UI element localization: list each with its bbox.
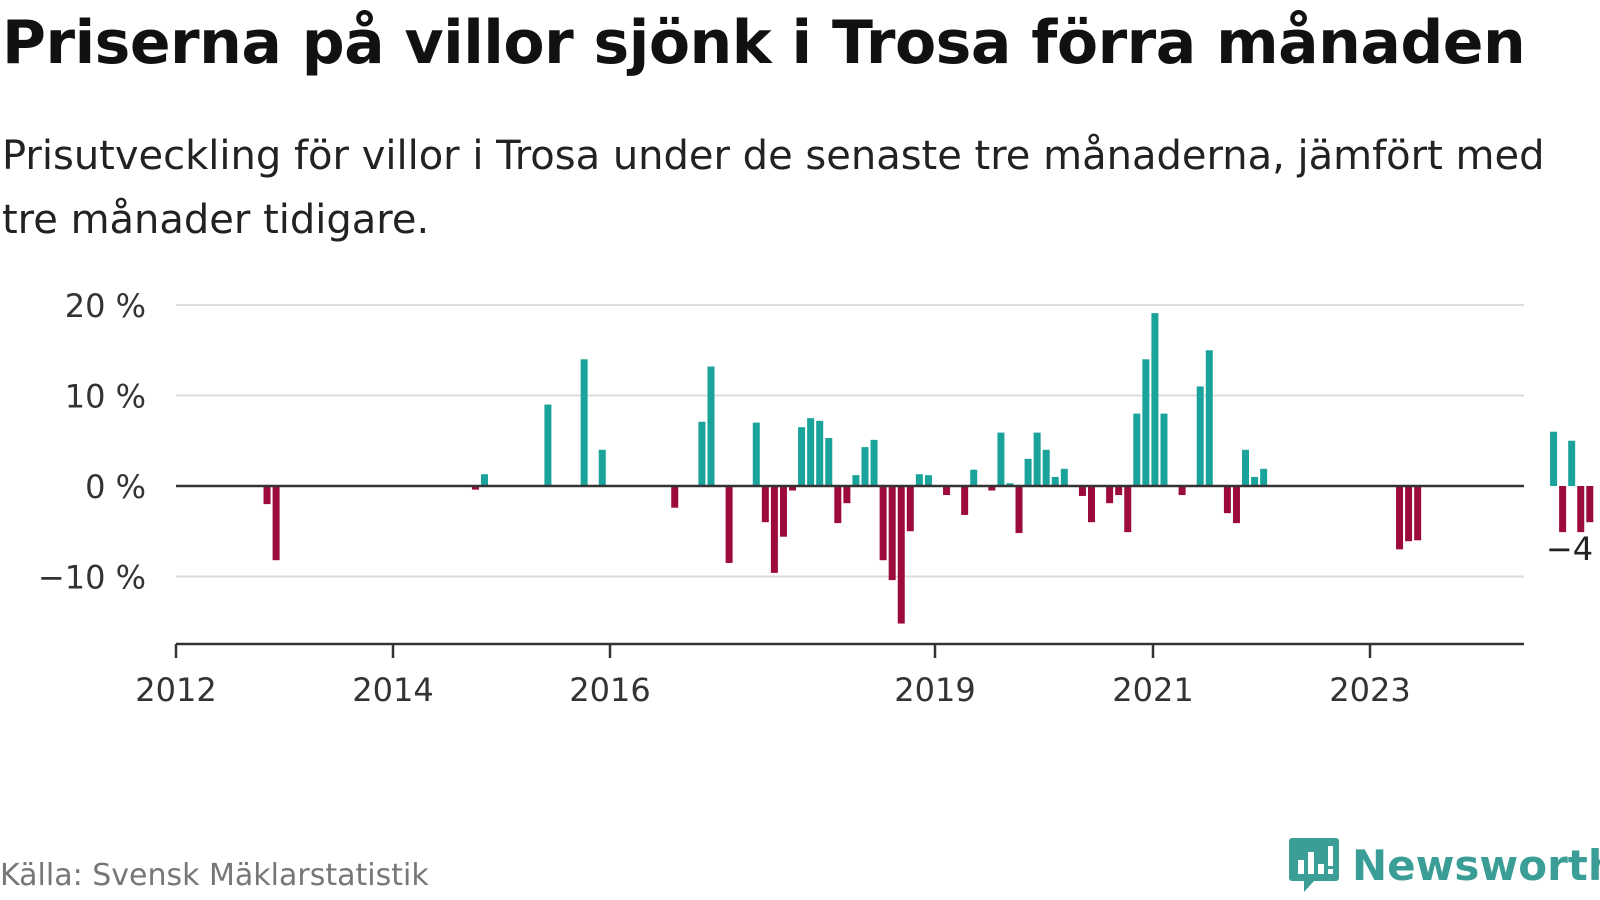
bar bbox=[897, 486, 905, 624]
newsworthy-brand[interactable]: Newsworthy bbox=[1288, 836, 1600, 894]
bar bbox=[752, 422, 760, 486]
bar bbox=[1405, 486, 1413, 542]
brand-name: Newsworthy bbox=[1352, 840, 1600, 890]
bar bbox=[1160, 413, 1168, 486]
bar bbox=[807, 418, 815, 486]
bar bbox=[1251, 476, 1259, 486]
bar bbox=[1151, 313, 1159, 486]
chart-subtitle: Prisutveckling för villor i Trosa under … bbox=[2, 133, 1545, 243]
bar bbox=[580, 359, 588, 486]
y-tick-label: −10 % bbox=[38, 559, 146, 597]
bar bbox=[1024, 458, 1032, 486]
bar bbox=[888, 486, 896, 581]
bar bbox=[1060, 468, 1068, 486]
bar bbox=[870, 439, 878, 486]
bar bbox=[725, 486, 733, 563]
bar bbox=[915, 474, 923, 486]
bar bbox=[906, 486, 914, 532]
bar bbox=[1042, 449, 1050, 486]
x-tick-label: 2019 bbox=[894, 671, 975, 709]
bar bbox=[861, 447, 869, 486]
bar bbox=[1223, 486, 1231, 514]
y-tick-label: 10 % bbox=[65, 378, 146, 416]
x-tick-label: 2021 bbox=[1112, 671, 1193, 709]
bar bbox=[698, 421, 706, 486]
chart-title: Priserna på villor sjönk i Trosa förra m… bbox=[2, 8, 1526, 78]
bar bbox=[1051, 476, 1059, 486]
bar bbox=[1260, 468, 1268, 486]
source-note: Källa: Svensk Mäklarstatistik bbox=[0, 858, 429, 893]
bar bbox=[924, 475, 932, 486]
bar bbox=[1242, 449, 1250, 486]
bar bbox=[1106, 486, 1114, 504]
bar bbox=[471, 486, 479, 490]
bar bbox=[1568, 440, 1576, 486]
bar bbox=[997, 432, 1005, 486]
bar bbox=[770, 486, 778, 573]
bar bbox=[1196, 386, 1204, 486]
bar bbox=[272, 486, 280, 561]
bar bbox=[816, 420, 824, 486]
bar bbox=[761, 486, 769, 523]
bar bbox=[480, 474, 488, 486]
bar bbox=[961, 486, 969, 515]
bar bbox=[1006, 483, 1014, 486]
bar bbox=[879, 486, 887, 561]
bar bbox=[1142, 359, 1150, 486]
bar bbox=[834, 486, 842, 524]
bar bbox=[970, 469, 978, 486]
bar bbox=[1586, 486, 1594, 523]
bar bbox=[843, 486, 851, 504]
x-tick-label: 2014 bbox=[352, 671, 433, 709]
bar bbox=[988, 486, 996, 491]
bar bbox=[825, 438, 833, 486]
bar bbox=[1205, 350, 1213, 486]
bar bbox=[544, 404, 552, 486]
bar bbox=[1033, 432, 1041, 486]
bar bbox=[852, 475, 860, 486]
bar bbox=[779, 486, 787, 537]
bar bbox=[1178, 486, 1186, 496]
bar bbox=[1088, 486, 1095, 523]
bar bbox=[598, 449, 606, 486]
x-tick-label: 2016 bbox=[569, 671, 650, 709]
x-tick-label: 2012 bbox=[135, 671, 216, 709]
newsworthy-logo-icon bbox=[1289, 838, 1339, 892]
bar bbox=[707, 366, 715, 486]
last-value-label: −4 % bbox=[1546, 530, 1600, 568]
bar bbox=[1015, 486, 1023, 534]
bar bbox=[1078, 486, 1086, 496]
bar bbox=[1124, 486, 1132, 533]
bar bbox=[798, 427, 806, 486]
bar bbox=[1577, 486, 1585, 533]
bar bbox=[1559, 486, 1567, 533]
bar bbox=[943, 486, 951, 496]
y-tick-label: 0 % bbox=[85, 468, 146, 506]
bar bbox=[1232, 486, 1240, 524]
bar-chart: 20 % 10 % 0 % −10 % 2012 2014 2016 2019 2021 2023… bbox=[38, 287, 1600, 709]
bar bbox=[1550, 431, 1558, 486]
y-tick-label: 20 % bbox=[65, 287, 146, 325]
bar bbox=[671, 486, 679, 508]
bar bbox=[789, 486, 797, 491]
bar bbox=[1133, 413, 1141, 486]
bar bbox=[1414, 486, 1422, 541]
bar bbox=[1115, 486, 1123, 496]
x-tick-label: 2023 bbox=[1329, 671, 1410, 709]
bar bbox=[1396, 486, 1404, 550]
bar bbox=[263, 486, 271, 505]
